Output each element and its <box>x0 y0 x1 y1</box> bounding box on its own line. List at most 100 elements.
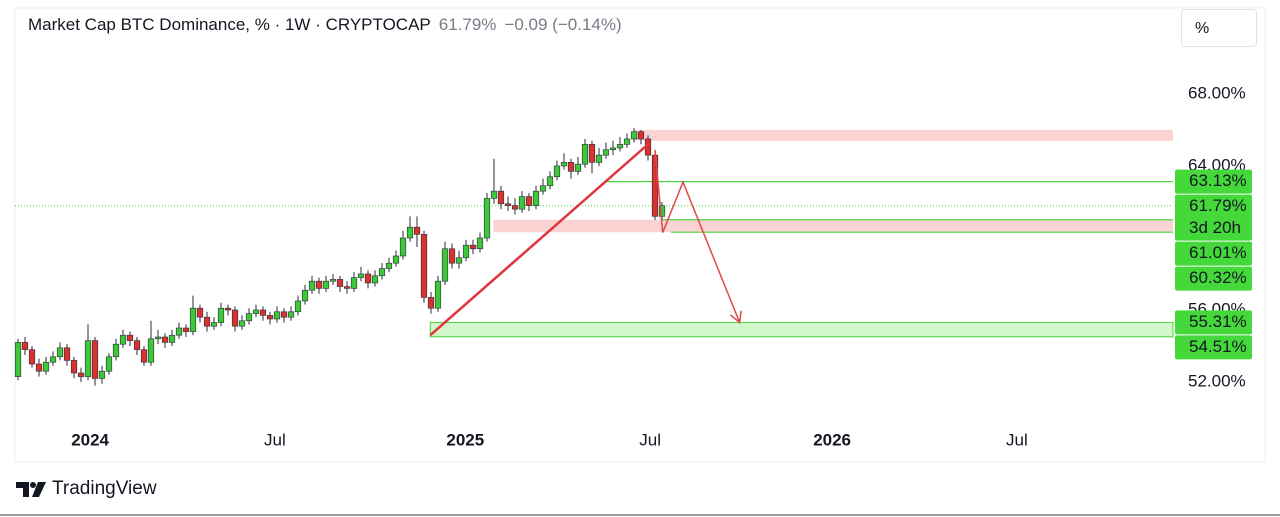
scale-button[interactable]: % <box>1181 9 1257 47</box>
candle-body <box>574 163 582 172</box>
candle-body <box>371 275 379 284</box>
candle-body <box>623 138 631 145</box>
candle-body <box>588 144 596 163</box>
candle-body <box>224 307 232 311</box>
candle-body <box>35 363 43 372</box>
candle-body <box>63 347 71 361</box>
candle-body <box>203 316 211 327</box>
price-badge <box>1175 241 1252 266</box>
x-tick-label: Jul <box>1006 430 1028 449</box>
candle-body <box>21 342 29 350</box>
price-zone <box>493 219 1173 233</box>
candle-body <box>364 273 372 284</box>
candle-body <box>511 205 519 210</box>
candle-body <box>525 196 533 206</box>
candle-body <box>455 257 463 264</box>
candle-body <box>217 307 225 323</box>
candle-body <box>518 196 526 210</box>
candle-body <box>210 322 218 327</box>
candle-body <box>280 311 288 318</box>
candle-body <box>56 347 64 358</box>
candle-body <box>42 361 50 372</box>
change-value: −0.09 (−0.14%) <box>504 15 622 34</box>
candle-body <box>637 131 645 140</box>
candle-body <box>273 311 281 320</box>
bar-countdown: 3d 20h <box>1189 218 1241 237</box>
tradingview-logo <box>16 482 46 497</box>
candle-body <box>658 205 666 217</box>
candle-body <box>196 307 204 318</box>
candle-body <box>168 334 176 343</box>
price-badge <box>1175 335 1252 360</box>
candle-body <box>126 334 134 341</box>
candle-body <box>245 313 253 322</box>
candle-body <box>322 280 330 289</box>
price-badge <box>1175 169 1252 194</box>
candle-body <box>560 162 568 167</box>
symbol-title: Market Cap BTC Dominance, % · 1W · CRYPT… <box>28 15 431 34</box>
price-badge <box>1175 310 1252 335</box>
candle-body <box>287 311 295 318</box>
candle-body <box>434 280 442 309</box>
chart-frame <box>14 7 1266 463</box>
price-badge <box>1175 194 1252 241</box>
candle-body <box>469 244 477 250</box>
price-badge-label: 54.51% <box>1189 337 1247 356</box>
candle-body <box>539 185 547 192</box>
price-badge-label: 55.31% <box>1189 312 1247 331</box>
x-tick-label: Jul <box>639 430 661 449</box>
candle-body <box>616 144 624 149</box>
candle-body <box>420 234 428 298</box>
candle-body <box>315 280 323 289</box>
candle-body <box>378 268 386 277</box>
x-tick-label: 2024 <box>71 430 109 449</box>
candle-body <box>392 255 400 264</box>
candle-body <box>147 338 155 363</box>
candle-body <box>252 309 260 314</box>
candle-body <box>406 226 414 239</box>
candle-body <box>546 176 554 187</box>
candle-body <box>112 343 120 358</box>
price-zone <box>633 129 1173 141</box>
candle-body <box>504 203 512 206</box>
price-badge <box>1175 266 1252 291</box>
candle-body <box>182 327 190 332</box>
candle-body <box>441 248 449 282</box>
candle-body <box>84 340 92 377</box>
candle-body <box>14 342 22 377</box>
candle-body <box>427 297 435 309</box>
candle-body <box>343 286 351 289</box>
y-tick-label: 52.00% <box>1188 371 1246 390</box>
candle-body <box>630 131 638 140</box>
candle-body <box>385 262 393 269</box>
candle-body <box>98 370 106 379</box>
candle-body <box>567 162 575 172</box>
trend-drawing <box>429 143 649 337</box>
candle-body <box>476 237 484 250</box>
candle-body <box>483 198 491 239</box>
candle-body <box>602 149 610 156</box>
candle-body <box>119 334 127 345</box>
candle-body <box>140 349 148 363</box>
candle-body <box>28 349 36 365</box>
price-badge-label: 63.13% <box>1189 171 1247 190</box>
candle-body <box>133 340 141 350</box>
candle-body <box>266 315 274 320</box>
candle-body <box>294 300 302 313</box>
candle-body <box>231 309 239 327</box>
candle-body <box>161 336 169 343</box>
brand: TradingView <box>52 478 157 499</box>
candle-body <box>448 248 456 264</box>
candle-body <box>308 280 316 291</box>
candle-body <box>175 327 183 336</box>
price-zone <box>429 321 1174 338</box>
x-tick-label: 2025 <box>446 430 484 449</box>
candle-body <box>581 144 589 165</box>
candle-body <box>462 244 470 259</box>
price-badge-label: 60.32% <box>1189 268 1247 287</box>
x-tick-label: 2026 <box>813 430 851 449</box>
candle-body <box>350 277 358 289</box>
candle-body <box>238 320 246 327</box>
